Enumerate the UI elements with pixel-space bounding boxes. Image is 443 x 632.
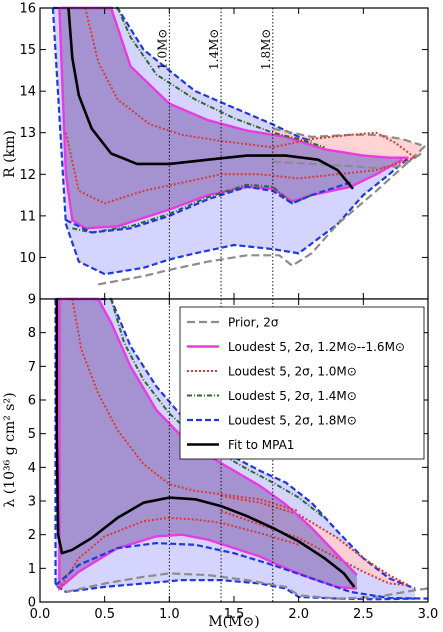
- x-axis-label: M(M⊙): [208, 614, 259, 630]
- band-edge-0-upper: [55, 297, 416, 590]
- series-line-3: [116, 7, 325, 149]
- y-tick-label: 3: [28, 495, 36, 510]
- reference-line-label: 1.4M⊙: [207, 29, 221, 70]
- series-line-2: [64, 132, 416, 205]
- reference-line-label: 1.0M⊙: [155, 29, 169, 70]
- x-tick-label: 2.5: [353, 607, 374, 622]
- x-tick-label: 0.0: [30, 607, 51, 622]
- y-axis-label-lambda: λ (10³⁶ g cm² s²): [2, 392, 18, 507]
- y-tick-label: 4: [28, 461, 36, 476]
- x-tick-label: 2.0: [288, 607, 309, 622]
- x-tick-label: 1.5: [224, 607, 245, 622]
- y-tick-label: 12: [19, 168, 36, 183]
- series-line-4: [54, 542, 429, 600]
- series-line-2: [58, 516, 299, 590]
- legend-label: Loudest 5, 2σ, 1.2M⊙--1.6M⊙: [228, 340, 405, 354]
- y-tick-label: 7: [28, 360, 36, 375]
- series-line-5: [55, 299, 356, 588]
- band-edge-1-upper: [272, 127, 422, 147]
- legend-label: Loudest 5, 2σ, 1.4M⊙: [228, 389, 357, 403]
- band-edge-0-lower: [51, 7, 410, 276]
- band-edge-2-lower: [58, 7, 403, 230]
- band-area-2: [59, 299, 357, 589]
- y-tick-label: 14: [19, 85, 36, 100]
- legend-label: Fit to MPA1: [228, 438, 294, 452]
- legend-label: Prior, 2σ: [228, 316, 279, 330]
- reference-line-label: 1.8M⊙: [259, 29, 273, 70]
- series-line-6: [67, 7, 355, 190]
- y-tick-label: 0: [28, 596, 36, 611]
- series-line-5: [65, 181, 351, 234]
- series-line-0: [65, 572, 429, 600]
- y-tick-label: 8: [28, 326, 36, 341]
- series-line-0: [98, 142, 429, 286]
- x-tick-label: 3.0: [418, 607, 439, 622]
- y-tick-label: 10: [19, 251, 36, 266]
- y-tick-label: 9: [28, 293, 36, 308]
- y-tick-label: 1: [28, 562, 36, 577]
- y-tick-label: 11: [19, 209, 36, 224]
- band-edge-2-upper: [59, 6, 409, 159]
- radius-panel: 1.0M⊙ 1.4M⊙ 1.8M⊙ 10 11 12 13 14 15 16 R (km): [2, 2, 429, 300]
- series-line-1: [84, 7, 416, 159]
- y-tick-label: 15: [19, 43, 36, 58]
- legend-label: Loudest 5, 2σ, 1.0M⊙: [228, 365, 357, 379]
- band-area-2: [59, 8, 409, 229]
- y-tick-label: 6: [28, 394, 36, 409]
- y-axis-label-radius: R (km): [2, 130, 18, 178]
- y-tick-label: 2: [28, 528, 36, 543]
- band-edge-1-lower: [220, 510, 409, 587]
- y-tick-label: 16: [19, 2, 36, 17]
- x-tick-label: 0.5: [94, 607, 115, 622]
- band-edge-1-upper: [220, 494, 410, 587]
- y-tick-label: 5: [28, 427, 36, 442]
- x-tick-label: 1.0: [159, 607, 180, 622]
- legend-label: Loudest 5, 2σ, 1.8M⊙: [228, 414, 357, 428]
- y-tick-label: 13: [19, 126, 36, 141]
- legend: Prior, 2σ Loudest 5, 2σ, 1.2M⊙--1.6M⊙ Loud…: [179, 306, 425, 460]
